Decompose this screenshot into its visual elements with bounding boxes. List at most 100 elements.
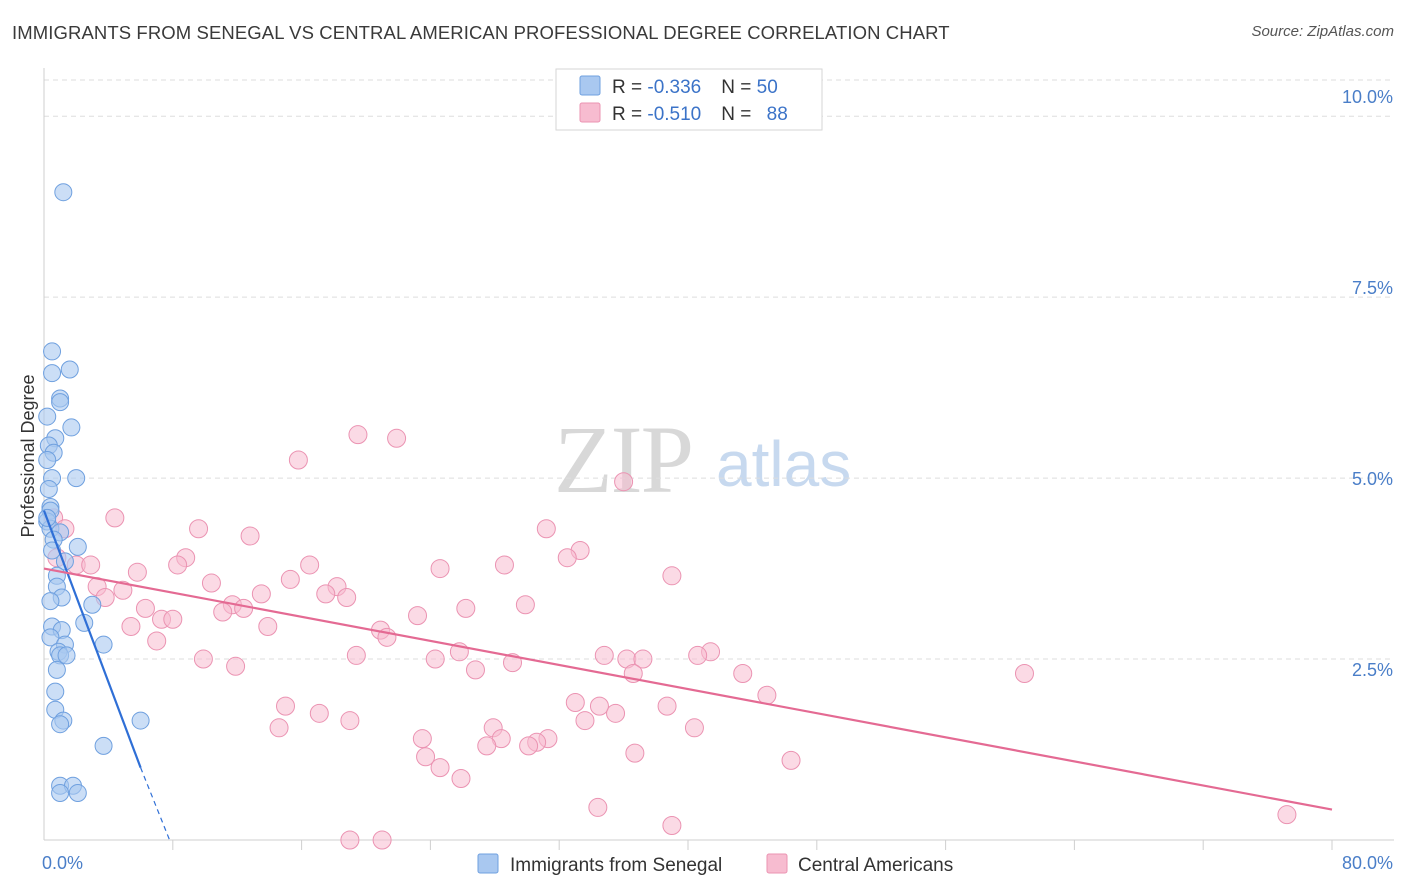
central-point-50 bbox=[193, 649, 213, 669]
senegal-point-3 bbox=[43, 364, 62, 383]
n-value-central: 88 bbox=[767, 104, 788, 125]
central-point-57 bbox=[733, 664, 753, 684]
senegal-point-48 bbox=[68, 783, 87, 802]
central-point-24 bbox=[201, 573, 221, 593]
senegal-point-27 bbox=[41, 592, 60, 611]
central-point-41 bbox=[258, 616, 278, 636]
senegal-point-0 bbox=[54, 183, 73, 202]
legend-swatch-senegal bbox=[477, 853, 499, 874]
central-point-7 bbox=[536, 519, 556, 539]
central-point-6 bbox=[240, 526, 260, 546]
watermark-zip: ZIP bbox=[554, 406, 692, 513]
r-value-central: -0.510 bbox=[647, 104, 701, 125]
central-point-65 bbox=[606, 703, 626, 723]
central-point-69 bbox=[269, 718, 289, 738]
senegal-point-37 bbox=[57, 646, 76, 665]
senegal-point-13 bbox=[67, 469, 86, 488]
senegal-point-47 bbox=[51, 783, 70, 802]
n-label-senegal: N = bbox=[721, 77, 756, 98]
central-point-0 bbox=[348, 425, 368, 445]
central-point-76 bbox=[477, 736, 497, 756]
y-tick-label-7-5: 7.5% bbox=[1352, 278, 1393, 298]
central-point-21 bbox=[662, 566, 682, 586]
r-value-senegal: -0.336 bbox=[647, 77, 701, 98]
central-point-2 bbox=[288, 450, 308, 470]
senegal-point-7 bbox=[62, 418, 81, 437]
x-tick-label-max: 80.0% bbox=[1342, 853, 1393, 873]
central-point-51 bbox=[425, 649, 445, 669]
senegal-point-6 bbox=[38, 407, 57, 426]
legend-swatch-central bbox=[766, 853, 788, 874]
central-point-20 bbox=[127, 562, 147, 582]
central-point-16 bbox=[168, 555, 188, 575]
central-point-48 bbox=[688, 645, 708, 665]
senegal-point-21 bbox=[68, 537, 87, 556]
senegal-point-28 bbox=[83, 595, 102, 614]
y-axis-label: Professional Degree bbox=[18, 374, 38, 537]
central-americans-points bbox=[44, 425, 1297, 850]
central-point-86 bbox=[372, 830, 392, 850]
central-point-64 bbox=[589, 696, 609, 716]
senegal-trend-line bbox=[42, 510, 142, 769]
central-point-84 bbox=[662, 816, 682, 836]
y-tick-label-10: 10.0% bbox=[1342, 87, 1393, 107]
central-point-3 bbox=[614, 472, 634, 492]
senegal-point-5 bbox=[51, 393, 70, 412]
legend-label-senegal: Immigrants from Senegal bbox=[510, 855, 722, 876]
senegal-point-44 bbox=[94, 736, 113, 755]
central-point-47 bbox=[346, 645, 366, 665]
central-point-87 bbox=[340, 830, 360, 850]
central-point-32 bbox=[515, 595, 535, 615]
central-point-28 bbox=[251, 584, 271, 604]
senegal-point-43 bbox=[51, 715, 70, 734]
central-point-55 bbox=[226, 656, 246, 676]
senegal-point-38 bbox=[47, 660, 66, 679]
x-tick-label-min: 0.0% bbox=[42, 853, 83, 873]
central-point-62 bbox=[657, 696, 677, 716]
stats-legend-swatch-central bbox=[579, 102, 601, 123]
stats-legend-swatch-senegal bbox=[579, 75, 601, 96]
central-point-17 bbox=[300, 555, 320, 575]
central-point-59 bbox=[1014, 664, 1034, 684]
senegal-point-32 bbox=[41, 628, 60, 647]
trend-lines bbox=[42, 510, 1333, 841]
central-point-14 bbox=[557, 548, 577, 568]
central-point-56 bbox=[465, 660, 485, 680]
central-point-19 bbox=[494, 555, 514, 575]
central-point-35 bbox=[456, 598, 476, 618]
central-point-33 bbox=[135, 598, 155, 618]
central-point-80 bbox=[781, 750, 801, 770]
central-trend-line bbox=[43, 567, 1333, 811]
central-point-83 bbox=[588, 797, 608, 817]
central-point-38 bbox=[163, 609, 183, 629]
y-tick-label-5: 5.0% bbox=[1352, 469, 1393, 489]
senegal-point-1 bbox=[43, 342, 62, 361]
n-label-central: N = bbox=[721, 104, 756, 125]
legend-label-central: Central Americans bbox=[798, 855, 953, 876]
central-point-5 bbox=[189, 519, 209, 539]
central-point-81 bbox=[430, 758, 450, 778]
central-point-44 bbox=[147, 631, 167, 651]
central-point-66 bbox=[309, 703, 329, 723]
central-point-49 bbox=[594, 645, 614, 665]
central-point-72 bbox=[412, 729, 432, 749]
senegal-point-14 bbox=[39, 479, 58, 498]
r-label-central: R = bbox=[612, 104, 647, 125]
central-point-40 bbox=[121, 616, 141, 636]
central-point-71 bbox=[684, 718, 704, 738]
senegal-point-42 bbox=[131, 711, 150, 730]
y-tick-label-2-5: 2.5% bbox=[1352, 660, 1393, 680]
r-label-senegal: R = bbox=[612, 77, 647, 98]
grid-lines bbox=[44, 79, 1394, 660]
central-point-60 bbox=[757, 685, 777, 705]
central-point-63 bbox=[276, 696, 295, 716]
central-point-26 bbox=[113, 580, 133, 600]
central-point-18 bbox=[430, 559, 450, 579]
central-point-61 bbox=[565, 692, 585, 712]
central-point-77 bbox=[519, 736, 539, 756]
central-point-68 bbox=[340, 711, 360, 731]
n-value-senegal: 50 bbox=[757, 77, 778, 98]
stats-legend: R = -0.336 N = 50 R = -0.510 N = 88 bbox=[555, 68, 823, 131]
stats-row-central: R = -0.510 N = 88 bbox=[612, 104, 788, 125]
